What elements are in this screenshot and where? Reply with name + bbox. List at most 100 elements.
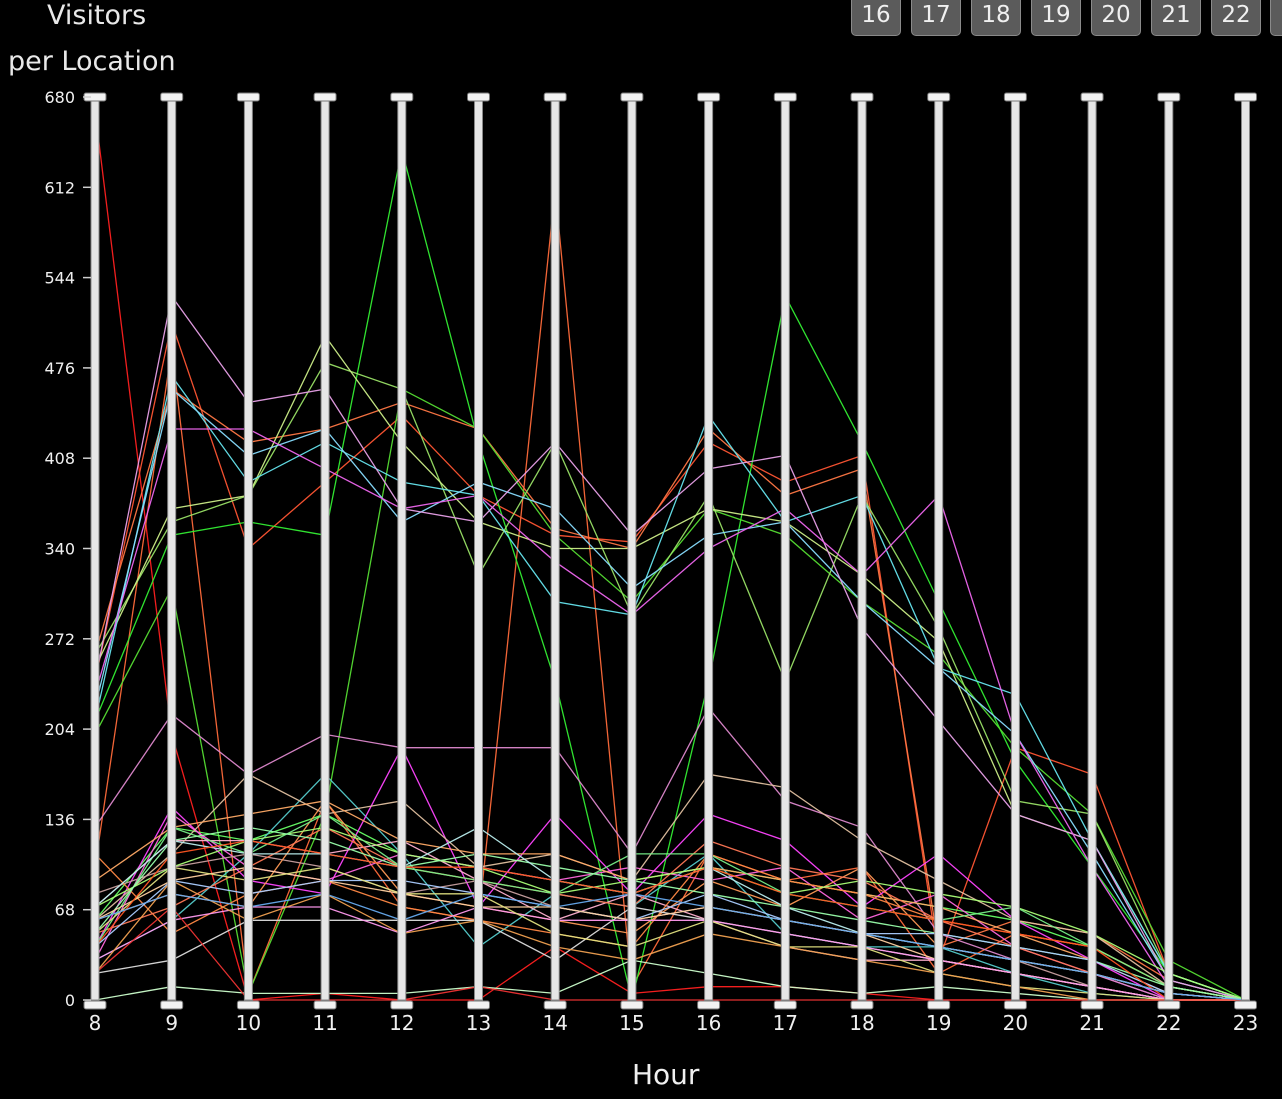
axis-bar-19 (934, 96, 944, 1001)
axis-bar-17 (780, 96, 790, 1001)
series-line-13 (94, 294, 1246, 1001)
axis-top-handle-23 (1234, 92, 1257, 102)
axis-top-handle-10 (236, 92, 260, 102)
axis-bottom-handle-23 (1234, 1000, 1257, 1010)
axis-top-handle-12 (390, 92, 414, 102)
hour-button-partial[interactable] (1270, 0, 1282, 36)
x-tick-label-11: 11 (312, 1011, 337, 1035)
axis-top-handle-22 (1157, 92, 1181, 102)
axis-bar-8 (90, 96, 100, 1001)
axis-bottom-handle-19 (927, 1000, 951, 1010)
y-tick-label-204: 204 (44, 720, 75, 739)
x-tick-label-16: 16 (696, 1011, 721, 1035)
axis-top-handle-9 (160, 92, 184, 102)
series-line-10 (94, 374, 1246, 1001)
hour-button-21[interactable]: 21 (1151, 0, 1201, 36)
x-tick-label-22: 22 (1156, 1011, 1181, 1035)
axis-top-handle-11 (313, 92, 337, 102)
x-tick-label-13: 13 (466, 1011, 491, 1035)
series-line-37 (94, 906, 1246, 1001)
hour-button-19[interactable]: 19 (1031, 0, 1081, 36)
axis-bottom-handle-14 (543, 1000, 567, 1010)
y-tick-label-408: 408 (44, 449, 75, 468)
x-tick-label-9: 9 (165, 1011, 178, 1035)
series-line-5 (94, 149, 1246, 1001)
series-line-2 (94, 320, 1246, 1001)
axis-bottom-handle-9 (160, 1000, 184, 1010)
series-line-4 (94, 388, 1246, 1001)
y-tick-label-68: 68 (55, 901, 75, 920)
axis-bottom-handle-8 (83, 1000, 107, 1010)
axis-bar-18 (857, 96, 867, 1001)
axis-bar-9 (167, 96, 177, 1001)
y-tick-label-476: 476 (44, 359, 75, 378)
series-line-38 (94, 893, 1246, 1001)
axis-bottom-handle-16 (697, 1000, 721, 1010)
hour-button-20[interactable]: 20 (1091, 0, 1141, 36)
y-tick-label-0: 0 (65, 991, 75, 1010)
x-tick-label-15: 15 (619, 1011, 644, 1035)
axis-bar-15 (627, 96, 637, 1001)
axis-bar-20 (1010, 96, 1020, 1001)
y-tick-label-272: 272 (44, 630, 75, 649)
x-tick-label-17: 17 (773, 1011, 798, 1035)
series-line-35 (94, 879, 1246, 1001)
x-tick-label-21: 21 (1079, 1011, 1104, 1035)
axis-top-handle-19 (927, 92, 951, 102)
axis-bar-23 (1241, 96, 1250, 1001)
series-line-30 (94, 879, 1246, 1001)
axis-top-handle-15 (620, 92, 644, 102)
axis-bottom-handle-22 (1157, 1000, 1181, 1010)
hour-button-16[interactable]: 16 (851, 0, 901, 36)
series-line-36 (94, 839, 1246, 1001)
axis-bar-21 (1087, 96, 1097, 1001)
x-tick-label-20: 20 (1003, 1011, 1028, 1035)
y-axis: 0 68 136 204 272 340 408 476 544 612 680 (44, 88, 91, 1010)
axis-bottom-handle-11 (313, 1000, 337, 1010)
axis-bottom-handle-13 (467, 1000, 490, 1010)
hour-button-22[interactable]: 22 (1211, 0, 1261, 36)
axis-bar-10 (243, 96, 253, 1001)
axis-bottom-handle-12 (390, 1000, 414, 1010)
series-lines (94, 110, 1246, 1001)
y-tick-label-680: 680 (44, 88, 75, 107)
x-tick-label-18: 18 (849, 1011, 874, 1035)
axis-bar-14 (550, 96, 560, 1001)
x-tick-label-10: 10 (236, 1011, 261, 1035)
axis-top-handle-20 (1003, 92, 1027, 102)
axis-bar-11 (320, 96, 330, 1001)
series-line-11 (94, 387, 1246, 1001)
axis-bar-12 (397, 96, 407, 1001)
series-line-28 (94, 959, 1246, 1001)
series-line-6 (94, 388, 1246, 1001)
chart-title-line1: Visitors (47, 0, 147, 31)
axis-bar-16 (704, 96, 714, 1001)
x-tick-label-23: 23 (1233, 1011, 1258, 1035)
chart-title-line2: per Location (8, 46, 176, 77)
x-tick-label-14: 14 (542, 1011, 567, 1035)
axis-bottom-handle-15 (620, 1000, 644, 1010)
axis-bar-22 (1164, 96, 1174, 1001)
axis-top-handle-18 (850, 92, 874, 102)
axis-bottom-handle-21 (1080, 1000, 1104, 1010)
y-tick-label-612: 612 (44, 178, 75, 197)
axis-bottom-handle-20 (1003, 1000, 1027, 1010)
y-tick-label-136: 136 (44, 810, 75, 829)
x-tick-label-12: 12 (389, 1011, 414, 1035)
axis-bottom-handle-10 (236, 1000, 260, 1010)
y-tick-label-340: 340 (44, 540, 75, 559)
hour-button-17[interactable]: 17 (911, 0, 961, 36)
series-line-34 (94, 866, 1246, 1001)
series-line-3 (94, 189, 1246, 1001)
axis-top-handle-17 (773, 92, 797, 102)
x-tick-label-19: 19 (926, 1011, 951, 1035)
hour-axes: 8 9 10 11 12 13 14 15 16 17 18 19 20 21 22 23 (83, 92, 1258, 1035)
x-axis-label: Hour (632, 1058, 700, 1091)
x-tick-label-8: 8 (89, 1011, 102, 1035)
series-line-8 (94, 361, 1246, 1001)
axis-top-handle-13 (467, 92, 490, 102)
hour-button-18[interactable]: 18 (971, 0, 1021, 36)
axis-top-handle-21 (1080, 92, 1104, 102)
axis-bottom-handle-18 (850, 1000, 874, 1010)
